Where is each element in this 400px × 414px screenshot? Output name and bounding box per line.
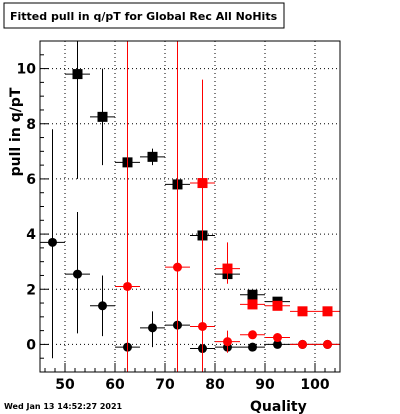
circle-marker bbox=[323, 339, 332, 349]
x-tick-label: 60 bbox=[105, 377, 125, 393]
square-marker bbox=[147, 151, 158, 162]
x-tick-label: 50 bbox=[55, 377, 75, 393]
square-marker bbox=[72, 69, 83, 80]
circle-marker bbox=[273, 333, 282, 343]
square-marker bbox=[97, 111, 108, 122]
circle-marker bbox=[223, 337, 232, 347]
circle-marker bbox=[173, 262, 182, 272]
timestamp: Wed Jan 13 14:52:27 2021 bbox=[4, 402, 123, 411]
circle-marker bbox=[248, 330, 257, 340]
circle-marker bbox=[148, 323, 157, 333]
square-marker bbox=[247, 289, 258, 300]
y-axis-label: pull in q/pT bbox=[8, 87, 24, 176]
y-tick-label: 8 bbox=[26, 117, 36, 133]
circle-marker bbox=[298, 339, 307, 349]
y-tick-label: 6 bbox=[26, 172, 36, 188]
x-tick-label: 100 bbox=[300, 377, 329, 393]
square-marker bbox=[297, 306, 308, 317]
x-tick-label: 80 bbox=[205, 377, 225, 393]
y-tick-label: 2 bbox=[26, 282, 36, 298]
circle-marker bbox=[248, 342, 257, 352]
chart-title: Fitted pull in q/pT for Global Rec All N… bbox=[10, 10, 278, 23]
square-marker bbox=[322, 306, 333, 317]
x-tick-label: 90 bbox=[255, 377, 275, 393]
y-tick-label: 0 bbox=[26, 337, 36, 353]
circle-marker bbox=[273, 339, 282, 349]
square-marker bbox=[272, 300, 283, 311]
circle-marker bbox=[73, 269, 82, 279]
title-box-frame bbox=[3, 2, 285, 29]
axes-layer: 50 60 70 80 90 100 0 2 4 6 8 10 bbox=[17, 40, 336, 393]
circle-marker bbox=[123, 281, 132, 291]
y-tick-label: 4 bbox=[26, 227, 36, 243]
y-tick-label: 10 bbox=[17, 62, 37, 78]
plot-frame bbox=[39, 40, 341, 373]
title-box: Fitted pull in q/pT for Global Rec All N… bbox=[3, 2, 285, 29]
marks-layer bbox=[40, 41, 340, 372]
x-axis-label: Quality bbox=[250, 399, 307, 414]
square-marker bbox=[247, 299, 258, 310]
circle-marker bbox=[48, 237, 57, 247]
square-marker bbox=[222, 263, 233, 274]
x-tick-label: 70 bbox=[155, 377, 175, 393]
circle-marker bbox=[198, 321, 207, 331]
circle-marker bbox=[98, 301, 107, 311]
